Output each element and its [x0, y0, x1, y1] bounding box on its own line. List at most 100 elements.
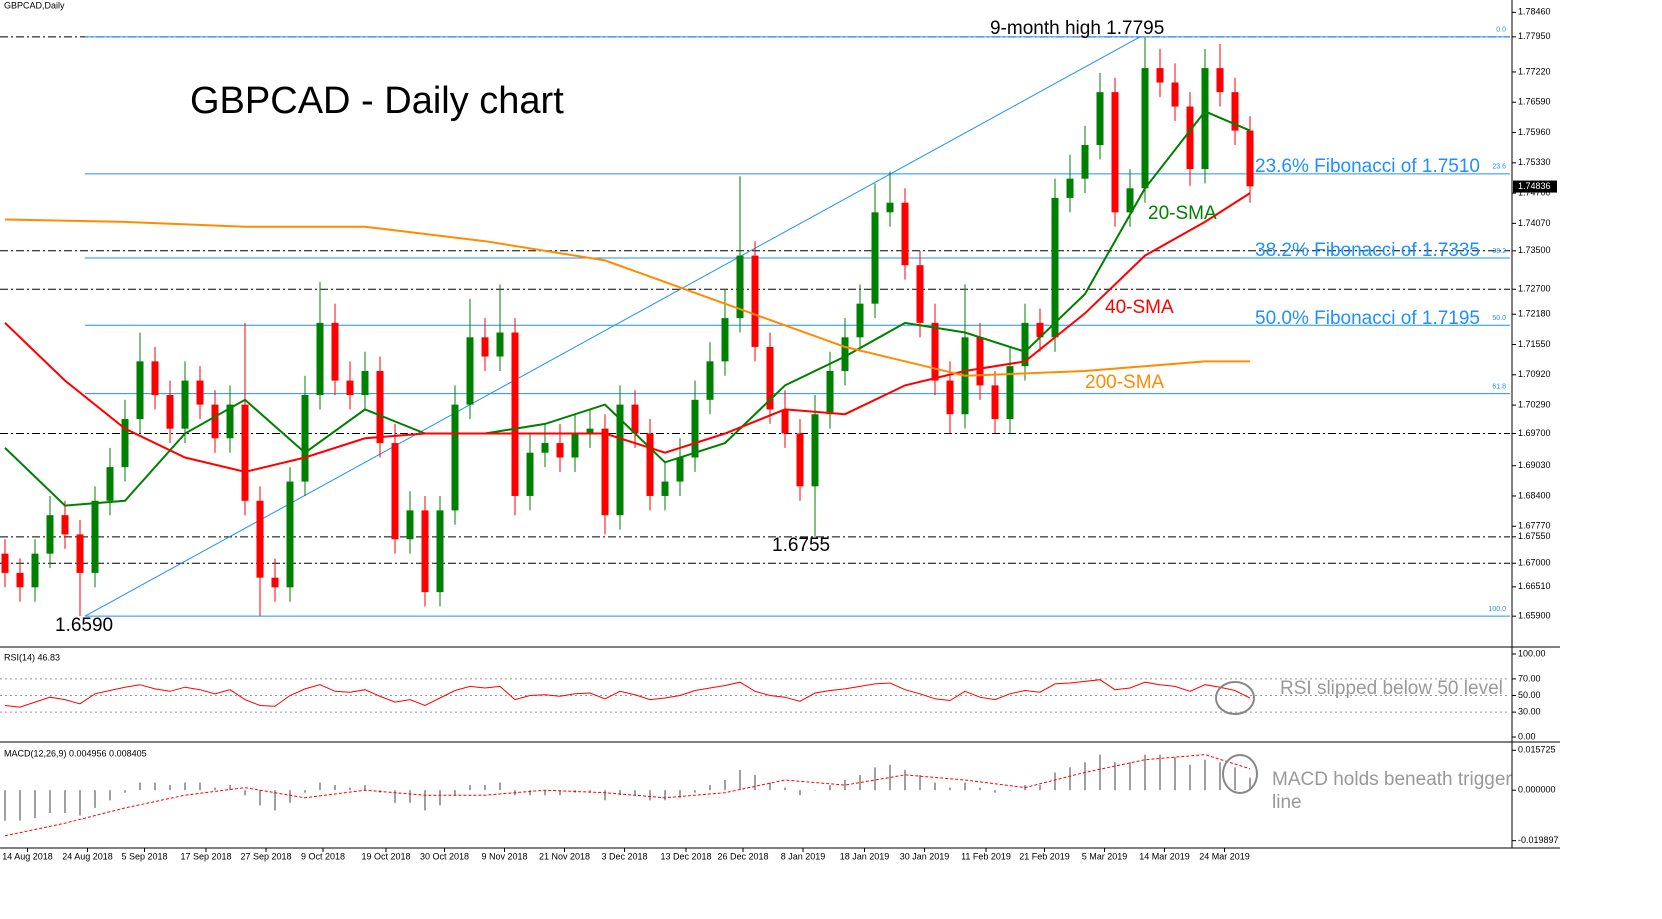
macd-bar — [78, 790, 81, 816]
candle-body — [511, 332, 519, 496]
macd-bar — [348, 787, 351, 791]
chart-symbol: GBPCAD,Daily — [4, 0, 65, 10]
y-tick-label: 1.75330 — [1518, 157, 1551, 167]
candle-body — [1066, 178, 1074, 198]
macd-bar — [198, 782, 201, 791]
candle-body — [586, 428, 594, 434]
signal-line — [4, 754, 1251, 837]
candle-body — [391, 443, 399, 540]
y-tick-label: 1.68400 — [1518, 490, 1551, 500]
fib-label: 23.6 — [1492, 164, 1506, 171]
y-tick-label: 1.77220 — [1518, 66, 1551, 76]
fib-annotation: 38.2% Fibonacci of 1.7335 — [1255, 240, 1480, 261]
macd-bar — [964, 782, 967, 791]
macd-bar — [588, 790, 591, 793]
candle-body — [1006, 366, 1014, 420]
macd-bar — [1054, 772, 1057, 791]
x-tick-label: 5 Mar 2019 — [1082, 851, 1128, 861]
candle-body — [646, 433, 654, 496]
y-tick-label: 0.000000 — [1518, 785, 1556, 795]
candle-body — [211, 404, 219, 439]
candle-body — [451, 404, 459, 511]
y-tick-label: 0.015725 — [1518, 745, 1556, 755]
candle-body — [76, 534, 84, 573]
macd-bar — [18, 790, 21, 821]
candle-body — [1126, 188, 1134, 213]
last-price-box — [1513, 180, 1557, 193]
x-tick-label: 19 Oct 2018 — [361, 851, 410, 861]
macd-bar — [153, 782, 156, 791]
macd-bar — [3, 790, 6, 821]
fib-label: 0.0 — [1496, 27, 1506, 34]
x-tick-label: 11 Feb 2019 — [961, 851, 1011, 861]
x-tick-label: 13 Dec 2018 — [660, 851, 711, 861]
fib-label: 38.2 — [1492, 248, 1506, 255]
candle-body — [916, 265, 924, 323]
x-tick-label: 26 Dec 2018 — [717, 851, 768, 861]
macd-bar — [543, 790, 546, 796]
x-tick-label: 27 Sep 2018 — [240, 851, 291, 861]
candle-body — [976, 337, 984, 386]
macd-bar — [258, 790, 261, 806]
macd-bar — [63, 790, 66, 814]
macd-bar — [48, 790, 51, 814]
x-tick-label: 8 Jan 2019 — [781, 851, 826, 861]
rsi-annotation: RSI slipped below 50 level — [1280, 678, 1503, 699]
candle-body — [616, 404, 624, 516]
macd-bar — [183, 782, 186, 791]
x-tick-label: 17 Sep 2018 — [180, 851, 231, 861]
macd-bar — [138, 782, 141, 791]
sma-line — [4, 192, 1251, 473]
macd-bar — [168, 785, 171, 791]
y-tick-label: 1.77950 — [1518, 31, 1551, 41]
candle-body — [1021, 322, 1029, 367]
x-tick-label: 24 Aug 2018 — [62, 851, 113, 861]
candle-body — [1201, 68, 1209, 170]
macd-bar — [1249, 777, 1252, 791]
macd-bar — [919, 774, 922, 791]
candle-body — [946, 380, 954, 415]
candle-body — [1186, 106, 1194, 170]
macd-bar — [678, 790, 681, 798]
candle-body — [106, 467, 114, 501]
macd-bar — [994, 790, 997, 793]
candle-body — [856, 303, 864, 338]
candle-body — [496, 332, 504, 357]
candle-body — [796, 433, 804, 487]
macd-bar — [1084, 762, 1087, 791]
candle-body — [181, 380, 189, 429]
macd-bar — [228, 785, 231, 791]
high-annotation: 9-month high 1.7795 — [990, 18, 1164, 39]
y-tick-label: 1.70290 — [1518, 399, 1551, 409]
y-tick-label: 1.72180 — [1518, 309, 1551, 319]
macd-bar — [213, 787, 216, 791]
macd-bar — [784, 787, 787, 791]
fib-label: 50.0 — [1492, 315, 1506, 322]
macd-bar — [318, 782, 321, 791]
y-tick-label: 1.70920 — [1518, 369, 1551, 379]
candle-body — [991, 385, 999, 420]
y-tick-label: 0.00 — [1518, 731, 1536, 741]
candle-body — [316, 322, 324, 396]
macd-bar — [904, 769, 907, 791]
y-tick-label: 1.73500 — [1518, 245, 1551, 255]
candle-body — [571, 433, 579, 458]
candle-body — [31, 553, 39, 588]
macd-title: MACD(12,26,9) 0.004956 0.008405 — [4, 748, 147, 758]
x-tick-label: 24 Mar 2019 — [1199, 851, 1250, 861]
macd-bar — [1204, 759, 1207, 791]
candle-body — [1156, 68, 1164, 83]
candle-body — [1111, 92, 1119, 213]
x-tick-label: 14 Mar 2019 — [1139, 851, 1190, 861]
x-tick-label: 9 Nov 2018 — [481, 851, 527, 861]
candle-body — [436, 510, 444, 593]
candle-body — [466, 337, 474, 405]
macd-bar — [844, 780, 847, 791]
macd-bar — [754, 774, 756, 791]
candle-body — [151, 361, 159, 396]
candle-body — [931, 322, 939, 381]
fib-annotation: 50.0% Fibonacci of 1.7195 — [1255, 308, 1480, 329]
candle-body — [376, 370, 384, 444]
